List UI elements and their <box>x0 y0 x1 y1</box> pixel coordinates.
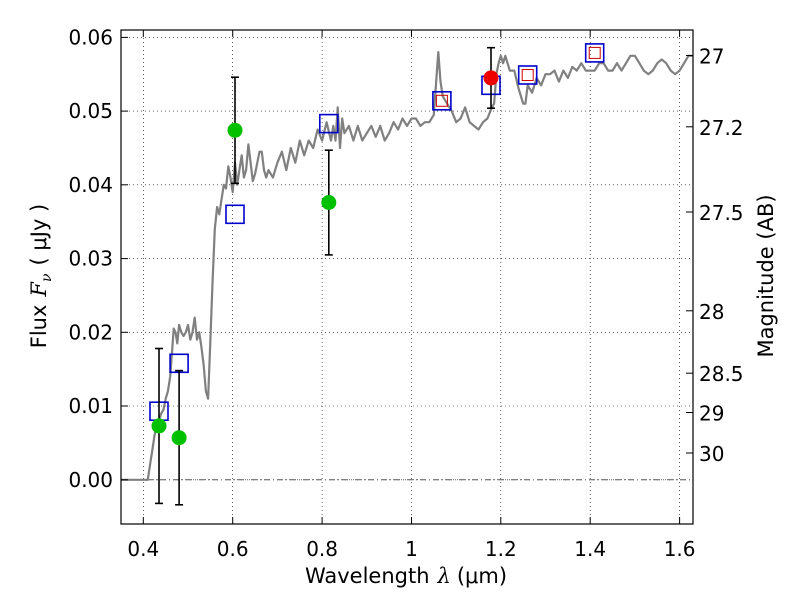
magnitude-tick-label: 27.5 <box>699 201 744 225</box>
magnitude-axis-label: Magnitude (AB) <box>754 194 778 357</box>
observed-flux-point <box>227 122 243 138</box>
y-tick-label: 0.01 <box>68 394 113 418</box>
x-tick-label: 1.2 <box>485 537 517 561</box>
model-photometry-box <box>318 113 339 134</box>
model-photometry-box <box>584 43 605 63</box>
magnitude-tick-label: 28.5 <box>699 362 744 386</box>
observed-flux-point <box>171 430 187 446</box>
model-photometry-box <box>225 204 245 225</box>
y-tick-label: 0.05 <box>68 99 113 123</box>
y-tick-label: 0.06 <box>68 25 113 49</box>
x-axis-ticks: 0.4 0.6 0.8 1 1.2 1.4 1.6 <box>127 30 696 561</box>
x-tick-label: 0.6 <box>217 537 249 561</box>
magnitude-tick-label: 29 <box>699 402 724 426</box>
y-tick-label: 0.04 <box>68 173 113 197</box>
observed-flux-point <box>483 70 499 86</box>
model-photometry-box-inner <box>588 46 601 59</box>
observed-flux-point <box>321 195 337 210</box>
y-tick-label: 0.03 <box>68 247 113 271</box>
model-photometry-box <box>432 91 452 111</box>
x-tick-label: 0.4 <box>127 537 159 561</box>
observed-flux-point <box>151 418 167 434</box>
model-photometry-box-inner <box>521 69 534 81</box>
y-tick-label: 0.00 <box>68 468 113 492</box>
magnitude-tick-label: 30 <box>699 442 724 466</box>
x-tick-label: 1 <box>405 537 418 561</box>
y-tick-label: 0.02 <box>68 320 113 344</box>
model-spectrum-line <box>121 50 693 481</box>
magnitude-tick-label: 27 <box>699 45 724 69</box>
y-axis-label: FluxFν( μJy ) <box>27 204 55 348</box>
x-tick-label: 0.8 <box>306 537 338 561</box>
magnitude-tick-label: 28 <box>699 300 724 324</box>
magnitude-tick-label: 27.2 <box>699 116 744 140</box>
grid <box>121 30 693 524</box>
x-axis-label: Wavelength λ (μm) <box>305 564 507 588</box>
model-photometry-box-inner <box>435 94 448 107</box>
magnitude-axis-ticks: 27 27.2 27.5 28 28.5 29 30 <box>686 45 744 466</box>
x-tick-label: 1.4 <box>574 537 606 561</box>
plot-frame <box>120 29 694 525</box>
model-photometry-box <box>517 65 538 85</box>
x-tick-label: 1.6 <box>664 537 696 561</box>
observed-points <box>151 70 499 446</box>
y-axis-ticks: 0.00 0.01 0.02 0.03 0.04 0.05 0.06 <box>68 25 128 492</box>
